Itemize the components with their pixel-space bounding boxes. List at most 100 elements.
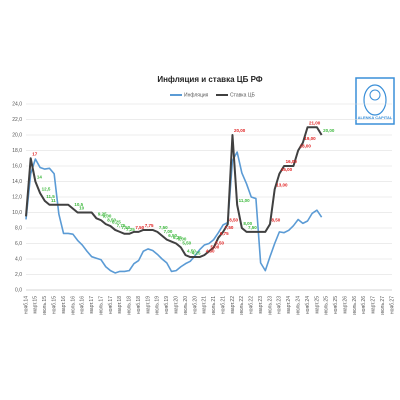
x-tick-label: нояб.14 <box>23 296 29 314</box>
data-label: 19,00 <box>304 136 316 141</box>
data-label: 18,00 <box>300 144 312 149</box>
x-tick-label: июль.20 <box>183 296 189 315</box>
x-tick-label: июль.27 <box>380 296 386 315</box>
data-label: 4,25 <box>192 250 201 255</box>
x-tick-label: июль.22 <box>239 296 245 315</box>
data-label: 8,25 <box>112 219 121 224</box>
x-tick-label: март.18 <box>117 296 123 314</box>
x-tick-label: июль.26 <box>352 296 358 315</box>
data-label: 11,5 <box>46 194 55 199</box>
x-tick-label: март.26 <box>342 296 348 314</box>
data-label: 20,00 <box>323 128 335 133</box>
data-label: 7,75 <box>145 223 154 228</box>
y-tick-label: 16,0 <box>12 163 22 169</box>
x-tick-label: март.20 <box>173 296 179 314</box>
y-tick-label: 20,0 <box>12 132 22 138</box>
data-label: 11,00 <box>239 198 251 203</box>
y-tick-label: 12,0 <box>12 194 22 200</box>
y-tick-label: 22,0 <box>12 117 22 123</box>
x-tick-label: нояб.23 <box>277 296 283 314</box>
data-label: 8,50 <box>229 217 238 222</box>
data-label: 8,00 <box>243 221 252 226</box>
data-label: 7,50 <box>135 225 144 230</box>
x-tick-label: июль.15 <box>42 296 48 315</box>
x-tick-label: нояб.18 <box>136 296 142 314</box>
x-tick-label: нояб.19 <box>164 296 170 314</box>
x-tick-label: март.25 <box>314 296 320 314</box>
y-tick-label: 0,0 <box>15 287 22 293</box>
x-tick-label: март.15 <box>33 296 39 314</box>
x-tick-label: нояб.21 <box>220 296 226 314</box>
legend-label: Инфляция <box>184 92 209 98</box>
data-label: 21,00 <box>309 120 321 125</box>
data-label: 9,00 <box>103 213 112 218</box>
x-tick-label: нояб.17 <box>108 296 114 314</box>
y-tick-label: 14,0 <box>12 179 22 185</box>
data-label: 7,75 <box>117 223 126 228</box>
data-label: 15,00 <box>281 167 293 172</box>
y-tick-label: 2,0 <box>15 272 22 278</box>
x-tick-label: нояб.27 <box>389 296 395 314</box>
data-label: 7,00 <box>164 229 173 234</box>
x-tick-label: нояб.16 <box>80 296 86 314</box>
data-label: 6,00 <box>178 237 187 242</box>
data-label: 10,5 <box>74 202 83 207</box>
data-label: 8,50 <box>272 217 281 222</box>
y-tick-label: 4,0 <box>15 256 22 262</box>
x-tick-label: июль.21 <box>211 296 217 315</box>
x-tick-label: март.16 <box>61 296 67 314</box>
legend-label: Ставка ЦБ <box>230 92 255 98</box>
x-tick-label: июль.24 <box>295 296 301 315</box>
x-tick-label: март.21 <box>202 296 208 314</box>
data-label: 4,50 <box>206 248 215 253</box>
logo: ALENKA CAPITAL <box>355 77 395 125</box>
x-tick-label: март.17 <box>89 296 95 314</box>
data-label: 7,25 <box>126 227 135 232</box>
data-label: 7,50 <box>248 225 257 230</box>
data-label: 11 <box>51 198 56 203</box>
y-tick-label: 6,0 <box>15 241 22 247</box>
data-label: 8,50 <box>107 217 116 222</box>
x-tick-label: март.19 <box>145 296 151 314</box>
x-tick-label: нояб.22 <box>249 296 255 314</box>
x-tick-label: июль.23 <box>267 296 273 315</box>
series-line <box>25 151 323 274</box>
data-label: 7,50 <box>121 225 130 230</box>
x-tick-label: март.22 <box>230 296 236 314</box>
data-label: 13,00 <box>276 182 288 187</box>
logo-text: ALENKA CAPITAL <box>358 115 393 120</box>
y-tick-label: 10,0 <box>12 210 22 216</box>
logo-face <box>369 89 381 101</box>
data-label: 10 <box>79 206 85 211</box>
x-tick-label: нояб.20 <box>192 296 198 314</box>
data-label: 5,50 <box>182 241 191 246</box>
x-tick-label: нояб.26 <box>361 296 367 314</box>
data-label: 6,75 <box>220 231 229 236</box>
data-label: 9,25 <box>98 212 107 217</box>
x-tick-label: март.24 <box>286 296 292 314</box>
x-tick-label: нояб.15 <box>51 296 57 314</box>
chart-title: Инфляция и ставка ЦБ РФ <box>157 75 262 84</box>
x-tick-label: июль.25 <box>324 296 330 315</box>
x-tick-label: март.23 <box>258 296 264 314</box>
x-tick-label: июль.18 <box>127 296 133 315</box>
data-label: 7,50 <box>159 225 168 230</box>
data-label: 6,25 <box>173 235 182 240</box>
data-label: 6,50 <box>168 233 177 238</box>
data-label: 5,00 <box>211 244 220 249</box>
data-label: 5,50 <box>215 241 224 246</box>
data-label: 17 <box>32 151 38 156</box>
data-label: 14 <box>37 175 43 180</box>
data-label: 7,50 <box>225 225 234 230</box>
y-tick-label: 24,0 <box>12 101 22 107</box>
data-label: 16,00 <box>286 159 298 164</box>
x-tick-label: июль.19 <box>155 296 161 315</box>
x-tick-label: нояб.25 <box>333 296 339 314</box>
data-label: 4,50 <box>187 248 196 253</box>
x-tick-label: июль.17 <box>98 296 104 315</box>
x-tick-label: нояб.24 <box>305 296 311 314</box>
data-label: 20,00 <box>234 128 246 133</box>
x-tick-label: март.27 <box>371 296 377 314</box>
